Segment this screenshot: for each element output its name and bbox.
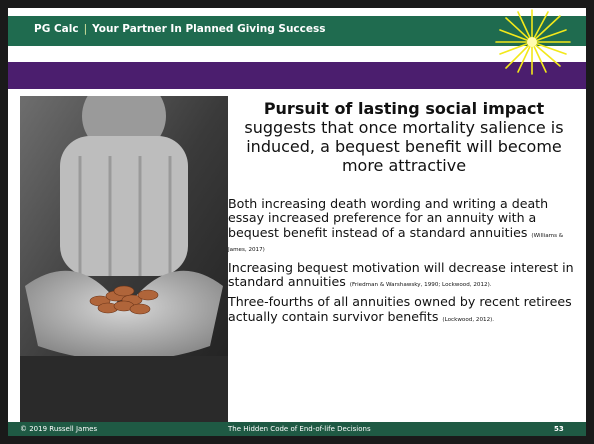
subheading: suggests that once mortality salience is… xyxy=(228,118,580,175)
tagline: Your Partner In Planned Giving Success xyxy=(92,23,325,35)
paragraph: Three-fourths of all annuities owned by … xyxy=(228,295,580,324)
paragraph: Both increasing death wording and writin… xyxy=(228,197,580,255)
header: PG Calc | Your Partner In Planned Giving S… xyxy=(34,23,326,35)
copyright: © 2019 Russell James xyxy=(20,422,97,436)
page: PG Calc | Your Partner In Planned Giving S… xyxy=(0,0,594,444)
paragraph-text: Three-fourths of all annuities owned by … xyxy=(228,294,572,323)
separator: | xyxy=(84,23,88,35)
footer: © 2019 Russell James The Hidden Code of … xyxy=(8,422,586,436)
heading: Pursuit of lasting social impact xyxy=(228,99,580,118)
citation: (Friedman & Warshawsky, 1990; Lockwood, … xyxy=(350,282,492,288)
footer-title: The Hidden Code of End-of-life Decisions xyxy=(228,422,371,436)
brand: PG Calc xyxy=(34,23,79,35)
paragraph: Increasing bequest motivation will decre… xyxy=(228,261,580,290)
starburst xyxy=(478,8,586,78)
slide: PG Calc | Your Partner In Planned Giving S… xyxy=(8,8,586,436)
citation: (Lockwood, 2012). xyxy=(442,317,494,323)
paragraphs: Both increasing death wording and writin… xyxy=(228,197,580,324)
text-column: Pursuit of lasting social impact suggest… xyxy=(228,99,580,324)
page-number: 53 xyxy=(554,422,564,436)
photo xyxy=(20,96,228,422)
paragraph-text: Both increasing death wording and writin… xyxy=(228,196,548,240)
